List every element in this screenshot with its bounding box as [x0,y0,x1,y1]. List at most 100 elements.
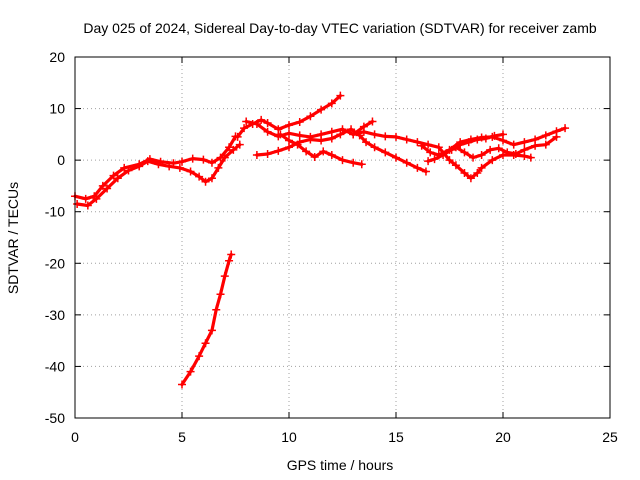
data-point-marker [447,145,456,154]
data-point-marker [509,140,518,149]
data-point-marker [306,135,315,144]
data-point-marker [499,150,507,159]
data-point-marker [531,141,540,150]
data-point-marker [469,153,478,162]
data-point-marker [490,131,499,140]
data-point-marker [302,147,311,156]
data-point-marker [368,117,377,126]
chart-title: Day 025 of 2024, Sidereal Day-to-day VTE… [83,20,596,36]
data-point-marker [285,143,293,152]
data-point-marker [417,141,426,150]
data-point-marker [214,163,223,172]
x-tick-label: 20 [495,429,511,445]
data-point-marker [336,91,345,100]
data-point-marker [494,144,503,153]
data-point-marker [426,148,435,157]
data-point-marker [392,132,400,141]
data-point-marker [178,157,186,166]
data-point-marker [135,162,144,171]
data-point-marker [207,326,216,335]
data-point-marker [460,148,469,157]
data-point-marker [92,194,101,203]
data-point-marker [98,181,107,190]
data-point-marker [242,117,251,126]
data-point-marker [103,184,112,193]
y-tick-label: -50 [45,410,65,426]
data-point-marker [349,158,358,167]
data-point-marker [81,194,90,203]
series-track-6 [276,130,366,169]
data-point-marker [201,177,210,186]
data-point-marker [421,167,430,176]
data-point-marker [252,150,261,159]
data-point-marker [413,138,422,147]
data-point-marker [220,153,229,162]
data-point-marker [285,129,293,138]
data-point-marker [473,135,482,144]
y-tick-label: -30 [45,307,65,323]
y-axis-label: SDTVAR / TECUs [5,182,21,294]
data-point-marker [424,157,433,166]
data-point-marker [178,380,186,389]
data-point-marker [293,140,302,149]
series-track-9 [451,132,561,162]
data-point-marker [195,352,204,361]
data-point-marker [154,160,163,169]
data-point-marker [456,140,465,149]
data-point-marker [175,163,184,172]
data-point-marker [370,143,379,152]
data-point-marker [477,150,486,159]
data-point-marker [392,153,400,162]
data-point-marker [402,135,411,144]
data-point-marker [310,153,319,162]
series-line [426,132,505,163]
data-point-marker [327,150,336,159]
data-point-marker [295,117,304,126]
data-point-marker [541,131,550,140]
data-point-marker [143,157,152,166]
grid-lines [75,57,610,418]
data-point-marker [338,156,347,165]
data-point-marker [220,272,229,281]
data-point-marker [317,105,326,114]
data-point-marker [186,367,195,376]
x-tick-label: 15 [388,429,404,445]
data-point-marker [336,130,345,139]
data-point-marker [327,99,336,108]
data-series [71,91,570,389]
data-point-marker [477,163,486,172]
data-point-marker [229,145,238,154]
x-tick-label: 5 [178,429,186,445]
y-tick-label: -10 [45,204,65,220]
x-tick-label: 10 [281,429,297,445]
data-point-marker [225,256,234,265]
data-point-marker [464,138,473,147]
data-point-marker [362,138,371,147]
data-point-marker [109,171,118,180]
data-point-marker [306,112,315,121]
data-point-marker [445,156,454,165]
data-point-marker [357,160,366,169]
data-point-marker [327,134,336,143]
data-point-marker [319,147,328,156]
data-point-marker [511,149,520,158]
data-point-marker [274,125,283,134]
data-point-marker [285,136,293,145]
data-point-marker [186,167,195,176]
data-point-marker [216,290,225,299]
data-point-marker [201,339,210,348]
data-point-marker [295,131,304,140]
data-point-marker [317,136,326,145]
axis-ticks: 0 5 10 15 20 25 -50 -40 -30 -20 -10 0 10 20 [45,49,618,445]
data-point-marker [233,132,242,141]
data-point-marker [227,250,236,259]
data-point-marker [439,150,448,159]
data-point-marker [349,130,358,139]
data-point-marker [561,124,570,133]
data-point-marker [359,127,368,136]
x-tick-label: 0 [71,429,79,445]
data-point-marker [499,130,507,139]
data-point-marker [541,140,550,149]
